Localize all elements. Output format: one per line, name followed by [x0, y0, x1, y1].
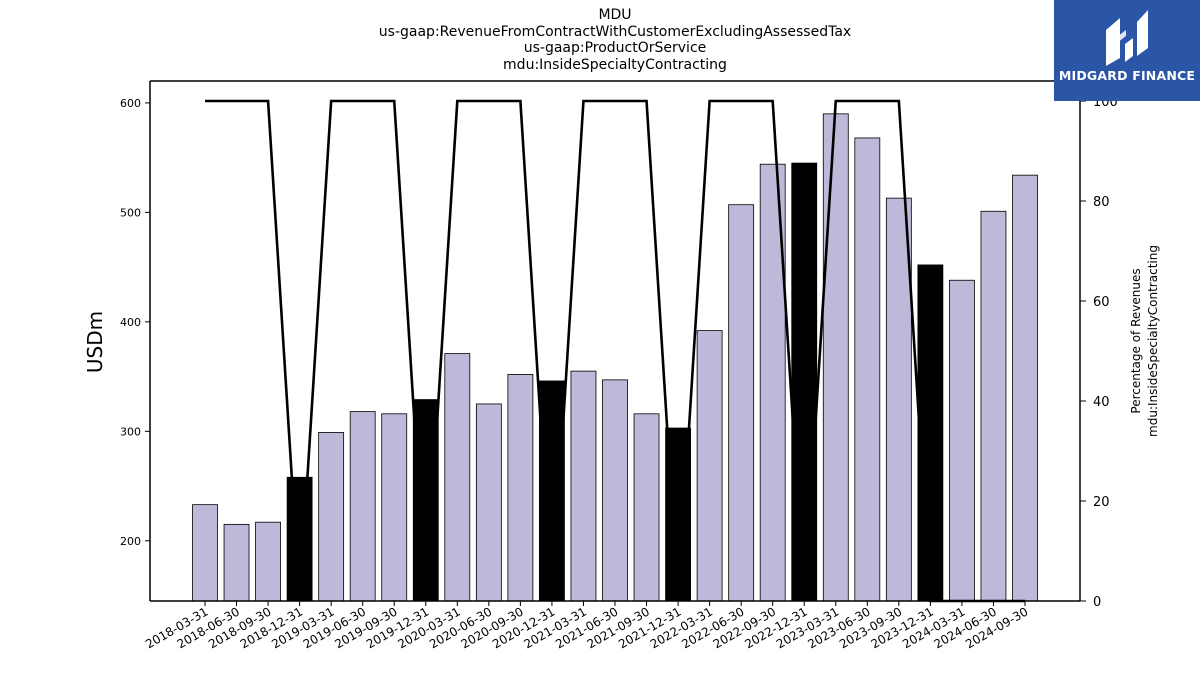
bar-2022-12-31: [791, 162, 818, 602]
y-axis-label: USDm: [83, 311, 107, 373]
bar-2020-06-30: [475, 403, 502, 602]
bar-2022-03-31: [696, 330, 723, 602]
y2-tick-label-0: 0: [1093, 595, 1101, 610]
bar-2018-06-30: [223, 523, 250, 602]
y2-tick-label-40: 40: [1093, 395, 1110, 410]
bar-2023-06-30: [854, 137, 881, 602]
bar-2019-09-30: [381, 413, 408, 602]
percentage-line: [205, 99, 1025, 603]
bar-2023-03-31: [822, 113, 849, 602]
bar-2019-03-31: [318, 432, 345, 602]
y-tick-label-200: 200: [120, 535, 141, 548]
y-tick-label-400: 400: [120, 316, 141, 329]
y-tick-label-300: 300: [120, 425, 141, 438]
bar-2019-12-31: [412, 399, 439, 602]
bar-2020-09-30: [507, 373, 534, 602]
bar-2022-06-30: [728, 204, 755, 602]
bar-2023-09-30: [885, 197, 912, 602]
y2-tick-label-60: 60: [1093, 295, 1110, 310]
chart-title-line-3: us-gaap:ProductOrService: [523, 40, 707, 56]
y2-axis-label-line-2: mdu:InsideSpecialtyContracting: [1146, 245, 1160, 437]
y2-axis-label-line-1: Percentage of Revenues: [1129, 268, 1143, 413]
y-tick-label-500: 500: [120, 206, 141, 219]
y2-tick-label-20: 20: [1093, 495, 1110, 510]
bar-2021-03-31: [570, 370, 597, 602]
y2-tick-label-80: 80: [1093, 195, 1110, 210]
bar-2024-03-31: [949, 279, 975, 602]
bar-2024-06-30: [980, 210, 1007, 602]
bar-2023-12-31: [917, 264, 944, 602]
bar-2020-03-31: [444, 353, 471, 602]
bar-2024-09-30: [1012, 174, 1038, 602]
bar-2021-06-30: [602, 379, 628, 602]
bar-2018-03-31: [192, 504, 218, 602]
bar-2020-12-31: [539, 380, 565, 602]
logo-mark-icon: [1106, 10, 1148, 66]
bar-2021-09-30: [633, 413, 660, 602]
midgard-finance-logo: MIDGARD FINANCE: [1054, 0, 1200, 101]
bar-2019-06-30: [349, 411, 376, 602]
logo-text: MIDGARD FINANCE: [1058, 68, 1196, 83]
chart-title-line-2: us-gaap:RevenueFromContractWithCustomerE…: [378, 24, 852, 40]
chart-title-line-1: MDU: [598, 7, 632, 23]
chart-title-line-4: mdu:InsideSpecialtyContracting: [503, 57, 727, 73]
bar-2018-09-30: [255, 521, 281, 602]
y-tick-label-600: 600: [120, 97, 141, 110]
